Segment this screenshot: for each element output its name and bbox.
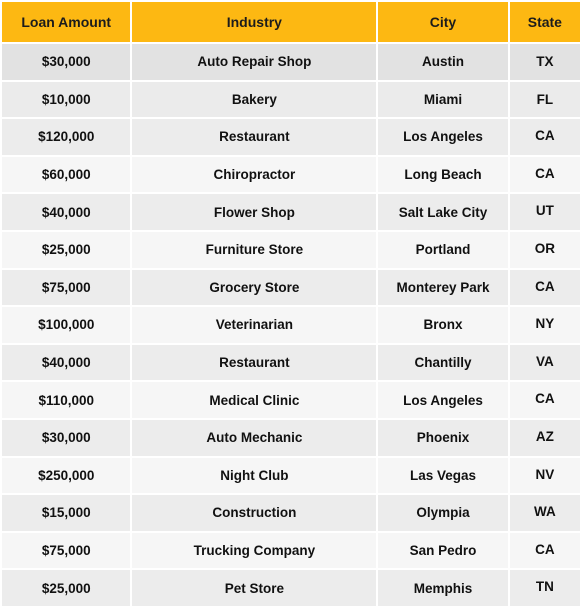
city-cell: Miami [378,81,508,118]
table-row: $10,000 Bakery Miami FL [2,81,580,118]
table-row: $30,000 Auto Mechanic Phoenix AZ [2,419,580,456]
table-row: $40,000 Flower Shop Salt Lake City UT [2,194,580,230]
table-body: $30,000 Auto Repair Shop Austin TX $10,000 Ba… [2,44,580,606]
state-cell: TX [509,44,580,80]
industry-cell: Pet Store [132,570,377,606]
loan-amount-cell: $40,000 [2,344,131,381]
loan-amount-cell: $30,000 [2,419,131,456]
table-row: $40,000 Restaurant Chantilly VA [2,344,580,381]
industry-cell: Restaurant [132,119,377,155]
header-industry: Industry [132,2,377,42]
loan-amount-cell: $75,000 [2,532,131,569]
city-cell: Monterey Park [378,269,508,306]
industry-cell: Furniture Store [132,231,377,268]
loan-amount-cell: $60,000 [2,156,131,193]
table-row: $15,000 Construction Olympia WA [2,495,580,531]
table-row: $75,000 Grocery Store Monterey Park CA [2,269,580,306]
loan-amount-cell: $110,000 [2,382,131,418]
city-cell: Long Beach [378,156,508,193]
loan-amount-cell: $250,000 [2,457,131,494]
loan-amount-cell: $15,000 [2,495,131,531]
city-cell: Los Angeles [378,119,508,155]
industry-cell: Chiropractor [132,156,377,193]
table-row: $25,000 Furniture Store Portland OR [2,231,580,268]
header-state: State [509,2,580,42]
industry-cell: Flower Shop [132,194,377,230]
state-cell: CA [509,382,580,418]
industry-cell: Medical Clinic [132,382,377,418]
table-header: Loan Amount Industry City State [2,2,580,42]
industry-cell: Construction [132,495,377,531]
loan-amount-cell: $10,000 [2,81,131,118]
loan-amount-cell: $30,000 [2,44,131,80]
state-cell: OR [509,231,580,268]
state-cell: FL [509,81,580,118]
state-cell: CA [509,156,580,193]
state-cell: NY [509,307,580,343]
industry-cell: Auto Repair Shop [132,44,377,80]
state-cell: CA [509,532,580,569]
state-cell: TN [509,570,580,606]
city-cell: Portland [378,231,508,268]
state-cell: UT [509,194,580,230]
city-cell: San Pedro [378,532,508,569]
city-cell: Austin [378,44,508,80]
industry-cell: Veterinarian [132,307,377,343]
header-city: City [378,2,508,42]
loan-amount-cell: $40,000 [2,194,131,230]
city-cell: Memphis [378,570,508,606]
industry-cell: Bakery [132,81,377,118]
loan-amount-cell: $25,000 [2,231,131,268]
header-row: Loan Amount Industry City State [2,2,580,42]
city-cell: Chantilly [378,344,508,381]
city-cell: Olympia [378,495,508,531]
city-cell: Salt Lake City [378,194,508,230]
table-row: $30,000 Auto Repair Shop Austin TX [2,44,580,80]
state-cell: CA [509,119,580,155]
industry-cell: Night Club [132,457,377,494]
table-row: $60,000 Chiropractor Long Beach CA [2,156,580,193]
state-cell: CA [509,269,580,306]
city-cell: Los Angeles [378,382,508,418]
industry-cell: Grocery Store [132,269,377,306]
table-row: $250,000 Night Club Las Vegas NV [2,457,580,494]
table-row: $120,000 Restaurant Los Angeles CA [2,119,580,155]
loan-amount-cell: $75,000 [2,269,131,306]
table-row: $110,000 Medical Clinic Los Angeles CA [2,382,580,418]
state-cell: AZ [509,419,580,456]
table-row: $25,000 Pet Store Memphis TN [2,570,580,606]
city-cell: Bronx [378,307,508,343]
loan-amount-cell: $100,000 [2,307,131,343]
industry-cell: Restaurant [132,344,377,381]
industry-cell: Auto Mechanic [132,419,377,456]
industry-cell: Trucking Company [132,532,377,569]
loan-amount-cell: $120,000 [2,119,131,155]
state-cell: VA [509,344,580,381]
state-cell: WA [509,495,580,531]
city-cell: Las Vegas [378,457,508,494]
table-row: $100,000 Veterinarian Bronx NY [2,307,580,343]
table-row: $75,000 Trucking Company San Pedro CA [2,532,580,569]
state-cell: NV [509,457,580,494]
header-loan-amount: Loan Amount [2,2,131,42]
loan-amount-cell: $25,000 [2,570,131,606]
city-cell: Phoenix [378,419,508,456]
